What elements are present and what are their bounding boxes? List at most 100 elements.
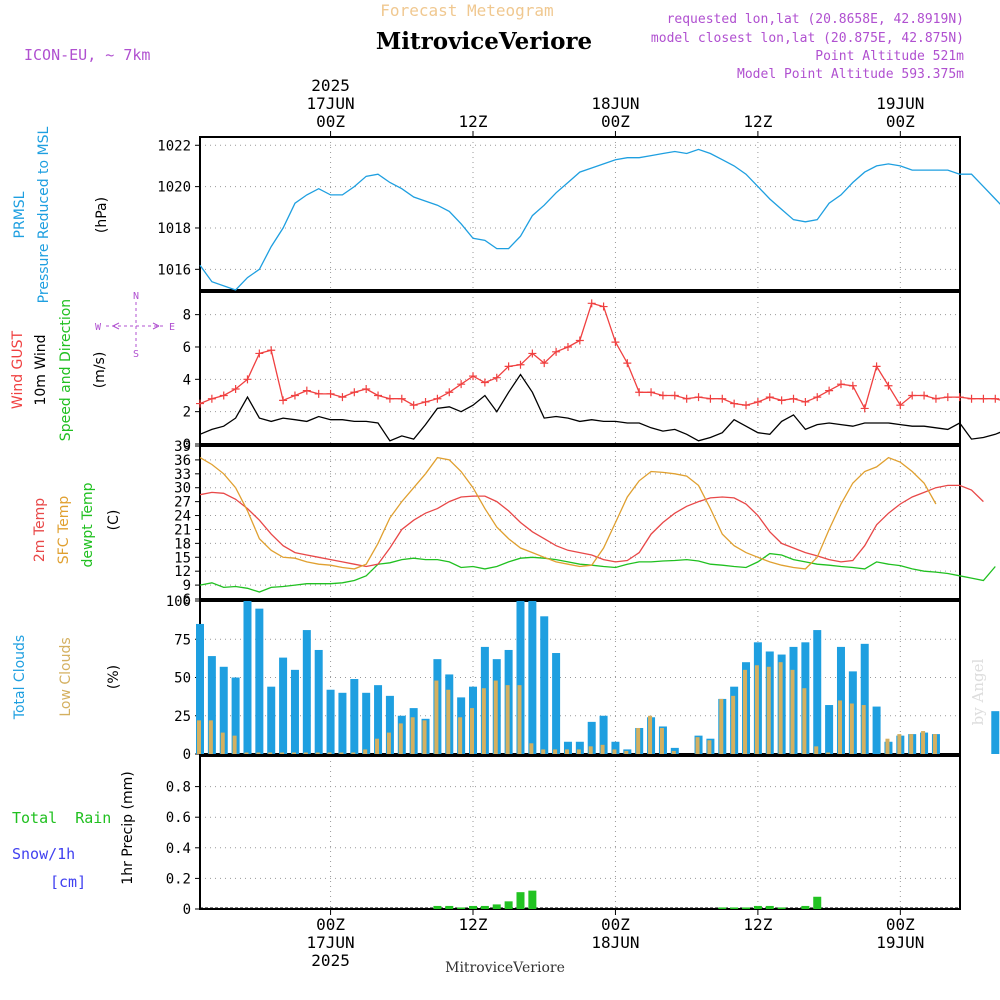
top-time-label: 2025	[311, 76, 350, 95]
gust-marker	[196, 399, 204, 408]
total-cloud-bar	[587, 721, 596, 754]
total-cloud-bar	[860, 643, 869, 754]
rain-bar	[516, 892, 525, 909]
low-cloud-bar	[351, 752, 356, 754]
total-cloud-bar	[290, 669, 299, 754]
gust-marker	[955, 393, 964, 402]
low-cloud-bar	[470, 708, 475, 754]
rain-bar	[433, 905, 442, 909]
bottom-time-label: 00Z	[316, 915, 345, 934]
total-cloud-bar	[991, 711, 1000, 754]
temperature-ytick-label: 33	[174, 467, 191, 483]
gust-marker	[457, 380, 466, 389]
low-cloud-bar	[754, 665, 759, 754]
gust-marker	[801, 397, 810, 406]
gust-marker	[753, 397, 762, 406]
clouds-ytick-label: 75	[174, 632, 191, 648]
compass-rose: N S W E	[95, 291, 175, 360]
low-cloud-bar	[220, 732, 225, 754]
precip-ytick-label: 0.4	[166, 841, 191, 857]
low-cloud-bar	[541, 749, 546, 754]
low-cloud-bar	[588, 746, 593, 754]
low-cloud-bar	[778, 662, 783, 754]
rain-bar	[718, 907, 727, 909]
temp-line	[199, 484, 984, 568]
pressure-label-prmsl: PRMSL	[12, 191, 28, 238]
gust-marker	[231, 385, 240, 394]
gust-marker	[433, 394, 442, 403]
wind-ytick-label: 8	[183, 308, 191, 324]
temperature-ytick-label: 21	[174, 522, 191, 538]
gust-marker	[469, 372, 478, 381]
temperature-frame	[199, 445, 961, 600]
low-cloud-bar	[208, 720, 213, 754]
gust-marker	[350, 388, 359, 397]
gust-marker	[314, 389, 323, 398]
total-cloud-bar	[243, 601, 252, 754]
bottom-time-label: 12Z	[459, 915, 488, 934]
low-cloud-bar	[458, 717, 463, 754]
total-cloud-bar	[385, 695, 394, 754]
temperature-ytick-label: 30	[174, 481, 191, 497]
gust-marker	[765, 393, 774, 402]
total-cloud-bar	[362, 692, 371, 754]
rain-bar	[492, 904, 501, 909]
low-cloud-bar	[529, 743, 534, 754]
gust-marker	[635, 388, 644, 397]
cloud-bars	[196, 601, 1000, 754]
wind-gust-line	[199, 302, 1000, 411]
gust-marker	[943, 393, 952, 402]
gust-marker	[243, 375, 252, 384]
low-cloud-bar	[766, 666, 771, 754]
total-cloud-bar	[825, 705, 834, 754]
wind-ytick-label: 0	[183, 437, 191, 453]
low-cloud-bar	[315, 752, 320, 754]
clouds-ytick-label: 0	[183, 747, 191, 763]
header-model: ICON-EU, ~ 7km	[24, 46, 150, 64]
header-subtitle: Forecast Meteogram	[380, 1, 553, 20]
clouds-ytick-label: 25	[174, 709, 191, 725]
top-time-label: 12Z	[459, 112, 488, 131]
top-time-label: 00Z	[601, 112, 630, 131]
low-cloud-bar	[648, 715, 653, 754]
total-cloud-bar	[599, 715, 608, 754]
total-cloud-bar	[231, 677, 240, 754]
gust-marker	[219, 391, 228, 400]
total-cloud-bar	[267, 686, 276, 754]
compass-south: S	[133, 349, 139, 360]
wind-gust-markers	[196, 299, 1000, 413]
low-cloud-bar	[363, 749, 368, 754]
total-cloud-bar	[255, 608, 264, 754]
precip-ytick-label: 0.2	[166, 871, 191, 887]
watermark: by Angel	[969, 658, 987, 725]
low-cloud-bar	[659, 727, 664, 754]
bottom-time-label: 19JUN	[876, 933, 924, 952]
rain-bar	[742, 907, 751, 909]
precip-label-unit: [cm]	[50, 873, 86, 891]
pressure-ytick-label: 1022	[157, 138, 191, 154]
gust-marker	[326, 389, 335, 398]
gust-marker	[445, 388, 454, 397]
sfc_temp-line	[199, 456, 937, 570]
wind-unit: (m/s)	[92, 352, 108, 389]
rain-bar	[469, 905, 478, 909]
wind-labels: Wind GUST 10m Wind Speed and Direction (…	[10, 291, 175, 441]
gust-marker	[587, 299, 596, 308]
low-cloud-bar	[921, 731, 926, 754]
low-cloud-bar	[707, 740, 712, 754]
header-model-altitude: Model Point Altitude 593.375m	[737, 67, 964, 82]
gust-marker	[872, 362, 881, 371]
gust-marker	[920, 391, 929, 400]
pressure-label-msl: Pressure Reduced to MSL	[36, 126, 52, 303]
low-cloud-bar	[303, 752, 308, 754]
top-time-label: 12Z	[743, 112, 772, 131]
gust-marker	[908, 391, 917, 400]
temp-label-dewpt: dewpt Temp	[80, 482, 96, 567]
total-cloud-bar	[611, 741, 620, 754]
total-cloud-bar	[314, 649, 323, 754]
gust-marker	[825, 386, 834, 395]
low-cloud-bar	[339, 752, 344, 754]
gust-marker	[362, 385, 371, 394]
low-cloud-bar	[849, 703, 854, 754]
